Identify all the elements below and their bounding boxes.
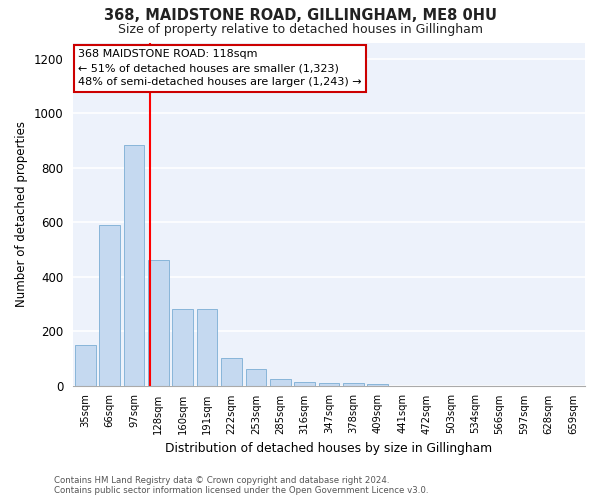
Text: Size of property relative to detached houses in Gillingham: Size of property relative to detached ho… <box>118 22 482 36</box>
Y-axis label: Number of detached properties: Number of detached properties <box>15 121 28 307</box>
X-axis label: Distribution of detached houses by size in Gillingham: Distribution of detached houses by size … <box>166 442 493 455</box>
Text: 368, MAIDSTONE ROAD, GILLINGHAM, ME8 0HU: 368, MAIDSTONE ROAD, GILLINGHAM, ME8 0HU <box>104 8 497 22</box>
Bar <box>343 383 364 386</box>
Bar <box>75 345 95 386</box>
Bar <box>148 260 169 386</box>
Bar <box>319 383 340 386</box>
Bar <box>124 144 145 386</box>
Bar <box>197 310 217 386</box>
Text: Contains HM Land Registry data © Crown copyright and database right 2024.
Contai: Contains HM Land Registry data © Crown c… <box>54 476 428 495</box>
Bar <box>245 370 266 386</box>
Bar <box>367 384 388 386</box>
Bar <box>270 379 290 386</box>
Text: 368 MAIDSTONE ROAD: 118sqm
← 51% of detached houses are smaller (1,323)
48% of s: 368 MAIDSTONE ROAD: 118sqm ← 51% of deta… <box>78 50 362 88</box>
Bar <box>294 382 315 386</box>
Bar <box>172 310 193 386</box>
Bar <box>99 225 120 386</box>
Bar <box>221 358 242 386</box>
